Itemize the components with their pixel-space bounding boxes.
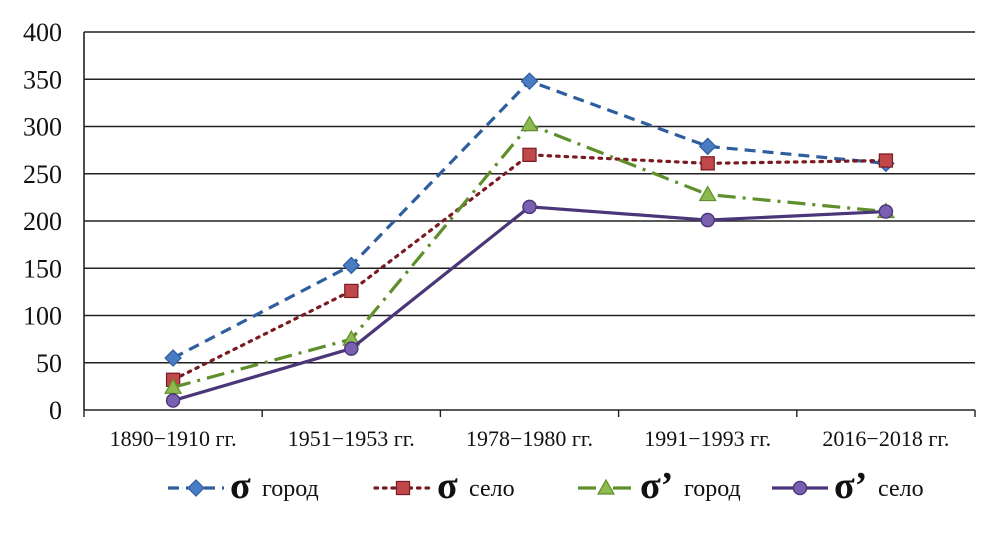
x-tick-label: 1951−1953 гг.	[288, 426, 415, 451]
data-point	[700, 212, 715, 228]
data-point	[342, 256, 361, 275]
series-line	[171, 153, 888, 382]
data-point	[698, 137, 717, 156]
data-point	[522, 199, 537, 215]
legend-marker	[395, 480, 411, 496]
legend-label: город	[684, 476, 741, 502]
y-tick-label: 100	[23, 302, 62, 331]
legend-item: σ’ город	[578, 465, 741, 507]
x-tick-label: 1890−1910 гг.	[110, 426, 237, 451]
legend-marker	[792, 480, 808, 496]
x-tick-label: 2016−2018 гг.	[822, 426, 949, 451]
legend-symbol: σ’	[640, 465, 673, 507]
legend-item: σ город	[168, 465, 319, 507]
data-point	[344, 341, 359, 356]
series-2	[165, 147, 894, 387]
legend-item: σ село	[373, 465, 515, 507]
data-point	[700, 156, 715, 171]
legend-label: город	[262, 476, 319, 502]
axis-layer: 0 50 100 150 200 250 300 350 400 1890−1910 гг. 195…	[23, 18, 976, 451]
legend-symbol: σ’	[834, 465, 867, 507]
series-4	[165, 199, 894, 408]
data-point	[878, 204, 894, 219]
data-point	[520, 72, 539, 90]
y-tick-label: 250	[23, 160, 62, 189]
y-tick-label: 0	[49, 396, 62, 425]
legend-symbol: σ	[230, 465, 251, 507]
legend-label: село	[469, 476, 515, 502]
series-line	[172, 123, 887, 389]
y-tick-label: 200	[23, 207, 62, 236]
legend-marker	[187, 479, 205, 497]
y-tick-label: 300	[23, 113, 62, 142]
y-tick-label: 350	[23, 65, 62, 94]
data-point	[164, 349, 182, 367]
series-layer	[164, 72, 895, 408]
data-point	[698, 185, 717, 202]
legend-symbol: σ	[437, 465, 458, 507]
legend-item: σ’ село	[772, 465, 924, 507]
data-point	[344, 283, 359, 299]
x-tick-label: 1991−1993 гг.	[644, 426, 771, 451]
y-tick-label: 50	[36, 349, 62, 378]
data-point	[878, 153, 894, 168]
y-tick-label: 150	[23, 254, 62, 283]
series-line	[172, 205, 886, 403]
y-tick-label: 400	[23, 18, 62, 47]
data-point	[520, 115, 539, 132]
data-point	[165, 393, 181, 408]
x-tick-label: 1978−1980 гг.	[466, 426, 593, 451]
legend-marker	[596, 478, 616, 495]
data-point	[522, 147, 537, 163]
legend-label: село	[878, 476, 924, 502]
legend: σ город σ село σ’ город σ’ село	[168, 465, 924, 507]
